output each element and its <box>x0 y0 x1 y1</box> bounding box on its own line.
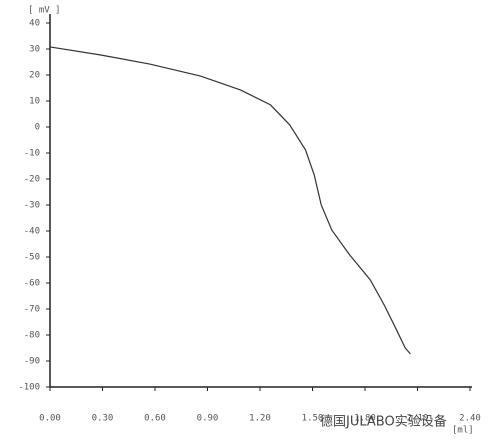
x-tick-label: 1.20 <box>249 414 271 424</box>
y-unit: [ mV ] <box>28 6 61 16</box>
x-tick-label: 2.10 <box>407 414 429 424</box>
y-tick-label: -10 <box>24 149 40 159</box>
y-tick-label: 10 <box>29 97 40 107</box>
y-tick-label: -80 <box>24 331 40 341</box>
x-tick-label: 0.90 <box>197 414 219 424</box>
y-tick-label: 20 <box>29 71 40 81</box>
x-tick-label: 1.80 <box>354 414 376 424</box>
x-tick-label: 0.30 <box>92 414 114 424</box>
y-tick-label: -50 <box>24 253 40 263</box>
y-tick-label: -20 <box>24 175 40 185</box>
x-unit: [ml] <box>452 426 474 436</box>
x-tick-label: 0.60 <box>144 414 166 424</box>
y-tick-label: 0 <box>35 123 40 133</box>
data-line <box>49 46 411 355</box>
x-tick-label: 1.50 <box>302 414 324 424</box>
x-tick-label: 2.40 <box>459 414 481 424</box>
x-tick-label: 0.00 <box>39 414 61 424</box>
y-tick-label: 40 <box>29 19 40 29</box>
y-tick-label: 30 <box>29 45 40 55</box>
y-tick-label: -40 <box>24 227 40 237</box>
y-tick-label: -100 <box>18 383 40 393</box>
watermark: 德国JULABO实验设备 <box>320 414 447 430</box>
y-tick-label: -70 <box>24 305 40 315</box>
y-tick-label: -30 <box>24 201 40 211</box>
y-tick-label: -60 <box>24 279 40 289</box>
y-tick-label: -90 <box>24 357 40 367</box>
